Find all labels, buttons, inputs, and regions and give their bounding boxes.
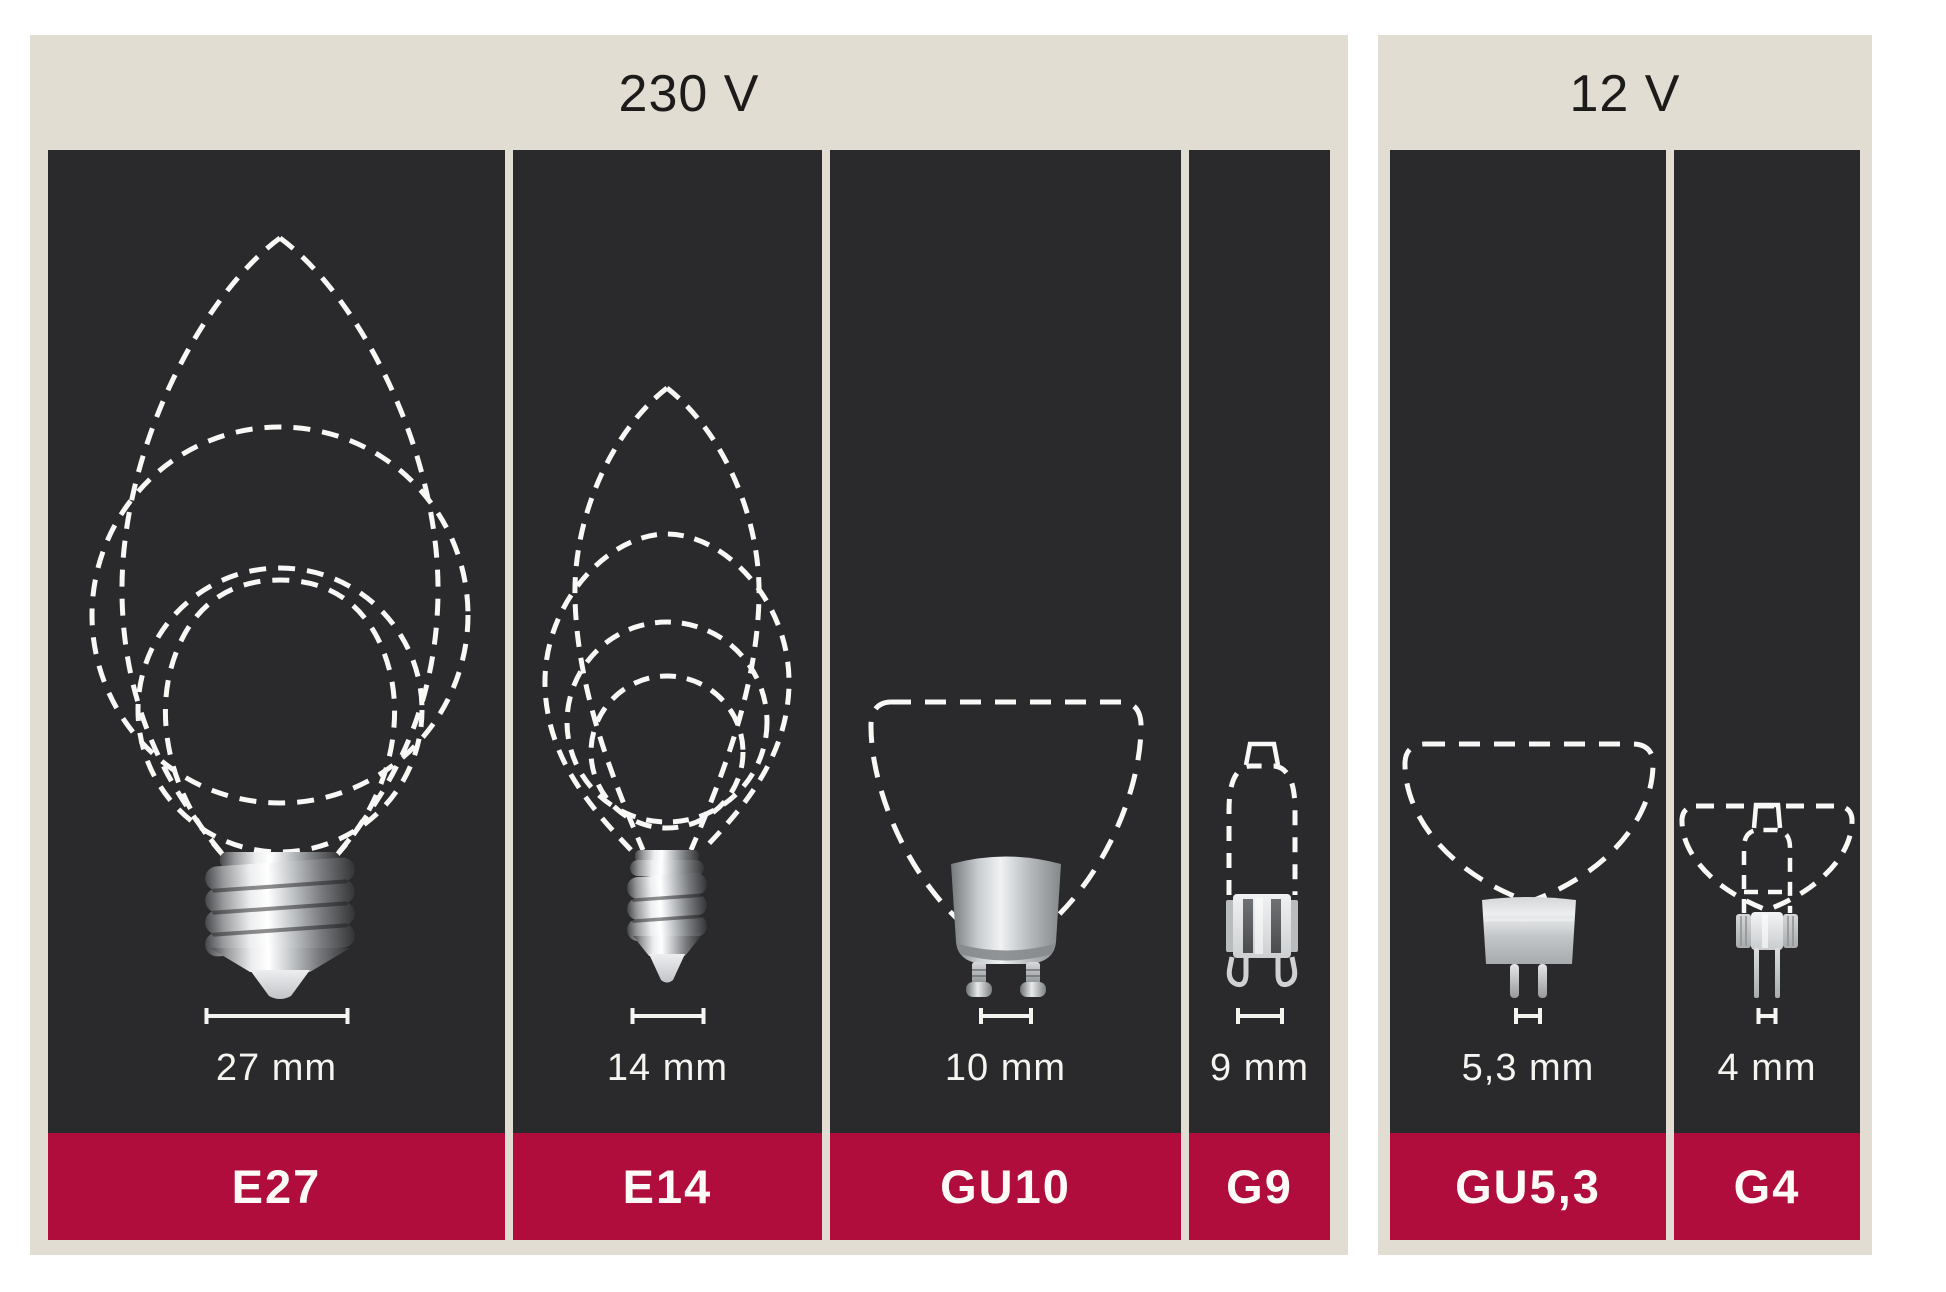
g4-socket-badge: G4 [1674, 1133, 1860, 1240]
gu53-bulb-illustration [1402, 741, 1656, 998]
e14-socket-badge: E14 [513, 1133, 822, 1240]
gu53-socket-badge: GU5,3 [1390, 1133, 1666, 1240]
gu10-socket-badge: GU10 [830, 1133, 1181, 1240]
gu10-diameter-label: 10 mm [944, 1047, 1067, 1089]
gu53-base [1482, 897, 1576, 998]
gu53-scale-bar [1514, 1008, 1542, 1024]
e27-socket-badge: E27 [48, 1133, 505, 1240]
column-g9: 9 mm G9 [1189, 150, 1330, 1240]
column-gu53: 5,3 mm GU5,3 [1390, 150, 1666, 1240]
column-e14: 14 mm E14 [513, 150, 822, 1240]
g9-bulb-illustration [1226, 741, 1298, 987]
e14-diameter-label: 14 mm [606, 1047, 729, 1089]
e27-bulb-outlines [89, 235, 471, 858]
panel-title-230v: 230 V [618, 65, 760, 123]
g4-base [1736, 912, 1798, 998]
g9-capsule-outline [1226, 741, 1298, 895]
g4-bulb-illustration [1679, 802, 1855, 998]
column-e27: 27 mm E27 [48, 150, 505, 1240]
gu10-base [951, 856, 1061, 997]
e14-bulb-outlines [542, 386, 792, 852]
g9-base [1226, 894, 1298, 987]
gu53-diameter-label: 5,3 mm [1461, 1047, 1595, 1089]
g4-scale-bar [1756, 1008, 1778, 1024]
column-g4: 4 mm G4 [1674, 150, 1860, 1240]
g9-socket-badge: G9 [1189, 1133, 1330, 1240]
g4-diameter-label: 4 mm [1717, 1047, 1817, 1089]
panel-title-12v: 12 V [1569, 65, 1681, 123]
column-gu10: 10 mm GU10 [830, 150, 1181, 1240]
e14-bulb-illustration [542, 386, 792, 983]
e14-screw-base [627, 850, 707, 983]
e27-screw-base [205, 852, 355, 999]
g9-diameter-label: 9 mm [1210, 1047, 1309, 1089]
g4-outlines [1679, 802, 1855, 913]
e27-bulb-illustration [89, 235, 471, 999]
e27-diameter-label: 27 mm [215, 1047, 338, 1089]
e27-scale-bar [204, 1008, 349, 1024]
g9-scale-bar [1235, 1008, 1284, 1024]
e14-scale-bar [630, 1008, 705, 1024]
gu53-reflector-outline [1402, 741, 1656, 905]
gu10-bulb-illustration [868, 699, 1144, 997]
gu10-scale-bar [978, 1008, 1033, 1024]
